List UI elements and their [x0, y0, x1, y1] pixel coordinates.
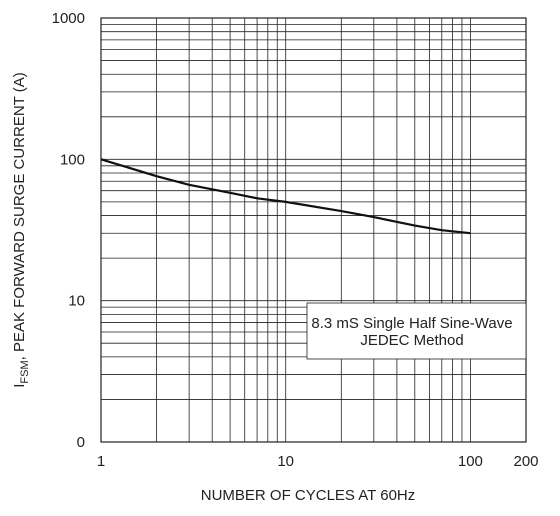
- x-axis-label: NUMBER OF CYCLES AT 60Hz: [201, 487, 416, 504]
- y-label-sub: FSM: [19, 360, 31, 383]
- annotation: JEDEC Method: [360, 332, 463, 349]
- y-label-main: I: [11, 384, 28, 388]
- y-tick-label: 100: [60, 151, 85, 168]
- annotation: 8.3 mS Single Half Sine-Wave: [311, 315, 512, 332]
- x-tick-label: 100: [458, 453, 483, 470]
- plot-frame: [100, 17, 527, 443]
- x-tick-label: 1: [97, 453, 105, 470]
- y-axis-label: IFSM, PEAK FORWARD SURGE CURRENT (A): [11, 72, 31, 388]
- x-tick-label: 200: [513, 453, 538, 470]
- data-line: [100, 158, 471, 235]
- y-tick-label: 0: [77, 434, 85, 451]
- x-tick-label: 10: [277, 453, 294, 470]
- y-label-rest: , PEAK FORWARD SURGE CURRENT (A): [11, 72, 28, 360]
- y-tick-label: 1000: [52, 10, 85, 27]
- y-tick-label: 10: [68, 293, 85, 310]
- annotation-box: [306, 302, 527, 360]
